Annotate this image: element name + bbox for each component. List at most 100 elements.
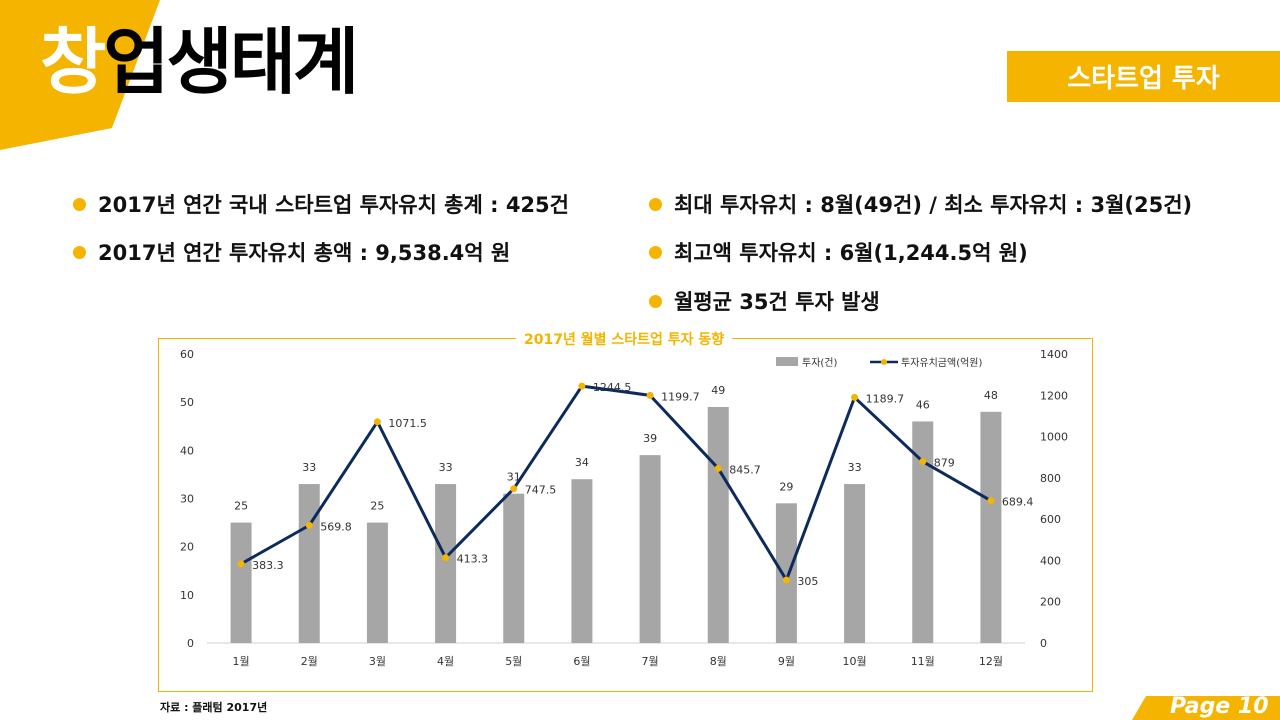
bar: [639, 455, 661, 643]
legend-bar-swatch: [776, 357, 798, 366]
y-left-tick-label: 40: [180, 444, 194, 457]
y-left-tick-label: 60: [180, 348, 194, 361]
bar-data-label: 33: [848, 461, 862, 474]
x-tick-label: 9월: [778, 655, 795, 668]
line-data-label: 747.5: [525, 484, 557, 497]
bullet-item: 2017년 연간 국내 스타트업 투자유치 총계 : 425건: [73, 189, 569, 219]
line-series: [240, 384, 992, 582]
bullet-text: 2017년 연간 투자유치 총액 : 9,538.4억 원: [98, 241, 511, 265]
page-number: Page 10: [1170, 694, 1269, 719]
bar: [571, 479, 593, 643]
bar-data-label: 29: [779, 480, 793, 493]
line-point: [919, 458, 927, 466]
x-tick-label: 10월: [843, 655, 867, 668]
bar: [980, 411, 1002, 643]
y-left-tick-label: 0: [187, 637, 194, 650]
bar: [707, 406, 729, 643]
bar-data-label: 48: [984, 389, 998, 402]
line-point: [714, 464, 722, 472]
bar-data-label: 34: [575, 456, 589, 469]
bar-data-label: 25: [370, 500, 384, 513]
page-title-rest: 업생태계: [103, 20, 359, 104]
y-right-tick-label: 400: [1040, 554, 1061, 567]
line-data-label: 845.7: [729, 463, 761, 476]
bar: [366, 522, 388, 643]
x-tick-label: 12월: [979, 655, 1003, 668]
line-data-label: 1244.5: [593, 381, 632, 394]
legend-bar-label: 투자(건): [802, 357, 838, 369]
page-title-highlight: 창: [40, 20, 106, 104]
line-data-label: 879: [934, 457, 955, 470]
line-point: [782, 576, 790, 584]
x-tick-label: 2월: [301, 655, 318, 668]
line-data-label: 689.4: [1002, 496, 1034, 509]
line-data-label: 413.3: [457, 553, 489, 566]
bar-data-label: 49: [711, 384, 725, 397]
y-left-tick-label: 50: [180, 396, 194, 409]
bar: [912, 421, 934, 643]
corner-decoration: [0, 0, 160, 150]
line-point: [578, 382, 586, 390]
y-right-tick-label: 1200: [1040, 389, 1068, 402]
legend-line-marker: [881, 359, 887, 365]
bullet-text: 최고액 투자유치 : 6월(1,244.5억 원): [674, 241, 1028, 265]
line-data-label: 305: [797, 575, 818, 588]
x-tick-label: 11월: [911, 655, 935, 668]
y-right-tick-label: 200: [1040, 596, 1061, 609]
page-badge: [1132, 696, 1280, 720]
line-data-label: 1071.5: [388, 417, 427, 430]
line-point: [237, 560, 245, 568]
chart-title: 2017년 월별 스타트업 투자 동향: [516, 329, 733, 349]
line-data-label: 569.8: [320, 520, 352, 533]
x-tick-label: 3월: [369, 655, 386, 668]
x-tick-label: 4월: [437, 655, 454, 668]
line-point: [305, 521, 313, 529]
bar-data-label: 25: [234, 500, 248, 513]
y-left-tick-label: 10: [180, 589, 194, 602]
line-point: [987, 497, 995, 505]
y-right-tick-label: 0: [1040, 637, 1047, 650]
line-point: [373, 418, 381, 426]
line-data-label: 383.3: [252, 559, 283, 572]
x-tick-label: 5월: [505, 655, 522, 668]
line-data-label: 1199.7: [661, 390, 700, 403]
bar-data-label: 46: [916, 398, 930, 411]
y-left-tick-label: 30: [180, 493, 194, 506]
line-data-label: 1189.7: [866, 392, 905, 405]
y-right-tick-label: 800: [1040, 472, 1061, 485]
bullet-item: 최고액 투자유치 : 6월(1,244.5억 원): [649, 237, 1028, 267]
bar: [844, 484, 866, 643]
page-title: 창업생태계: [40, 26, 359, 98]
line-point: [851, 393, 859, 401]
bar-data-label: 33: [439, 461, 453, 474]
bullet-text: 최대 투자유치 : 8월(49건) / 최소 투자유치 : 3월(25건): [674, 193, 1193, 217]
bar: [230, 522, 252, 643]
bar: [298, 484, 320, 643]
x-tick-label: 8월: [710, 655, 727, 668]
line-point: [646, 391, 654, 399]
x-tick-label: 6월: [573, 655, 590, 668]
bullet-dot-icon: [73, 245, 86, 259]
legend-line-label: 투자유치금액(억원): [901, 357, 983, 369]
bullet-dot-icon: [649, 245, 662, 259]
x-tick-label: 7월: [642, 655, 659, 668]
bar-data-label: 31: [507, 471, 521, 484]
y-right-tick-label: 600: [1040, 513, 1061, 526]
bar-data-label: 39: [643, 432, 657, 445]
y-left-tick-label: 20: [180, 541, 194, 554]
source-note: 자료 : 플래텀 2017년: [160, 701, 268, 714]
bullet-dot-icon: [73, 197, 86, 211]
y-right-tick-label: 1000: [1040, 431, 1068, 444]
bullet-item: 2017년 연간 투자유치 총액 : 9,538.4억 원: [73, 237, 510, 267]
line-point: [510, 485, 518, 493]
bullet-item: 최대 투자유치 : 8월(49건) / 최소 투자유치 : 3월(25건): [649, 189, 1192, 219]
bullet-dot-icon: [649, 294, 662, 308]
line-point: [442, 554, 450, 562]
bar: [775, 503, 797, 643]
bar: [503, 493, 525, 643]
bullet-item: 월평균 35건 투자 발생: [649, 286, 880, 316]
bullet-text: 월평균 35건 투자 발생: [674, 290, 880, 314]
bullet-dot-icon: [649, 197, 662, 211]
bullet-text: 2017년 연간 국내 스타트업 투자유치 총계 : 425건: [98, 193, 569, 217]
